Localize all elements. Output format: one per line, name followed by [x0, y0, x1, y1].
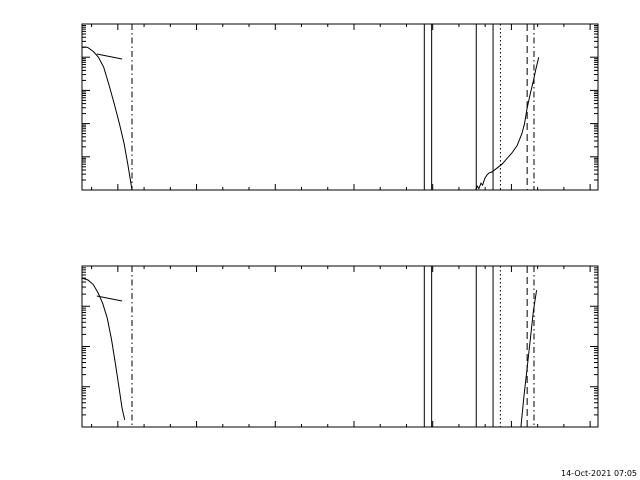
legend-leader-line — [96, 295, 123, 302]
series-line-segment — [520, 290, 538, 428]
plot-frame — [81, 265, 599, 428]
legend-leader-line — [96, 53, 123, 60]
footer-timestamp: 14-Oct-2021 07:05 — [561, 469, 637, 478]
series-line-segment — [475, 57, 540, 191]
hi-channel-panel — [81, 265, 599, 428]
series-line-segment — [82, 46, 133, 191]
plot-frame — [81, 23, 599, 191]
series-line-segment — [82, 277, 126, 421]
lo-channel-panel — [81, 23, 599, 191]
